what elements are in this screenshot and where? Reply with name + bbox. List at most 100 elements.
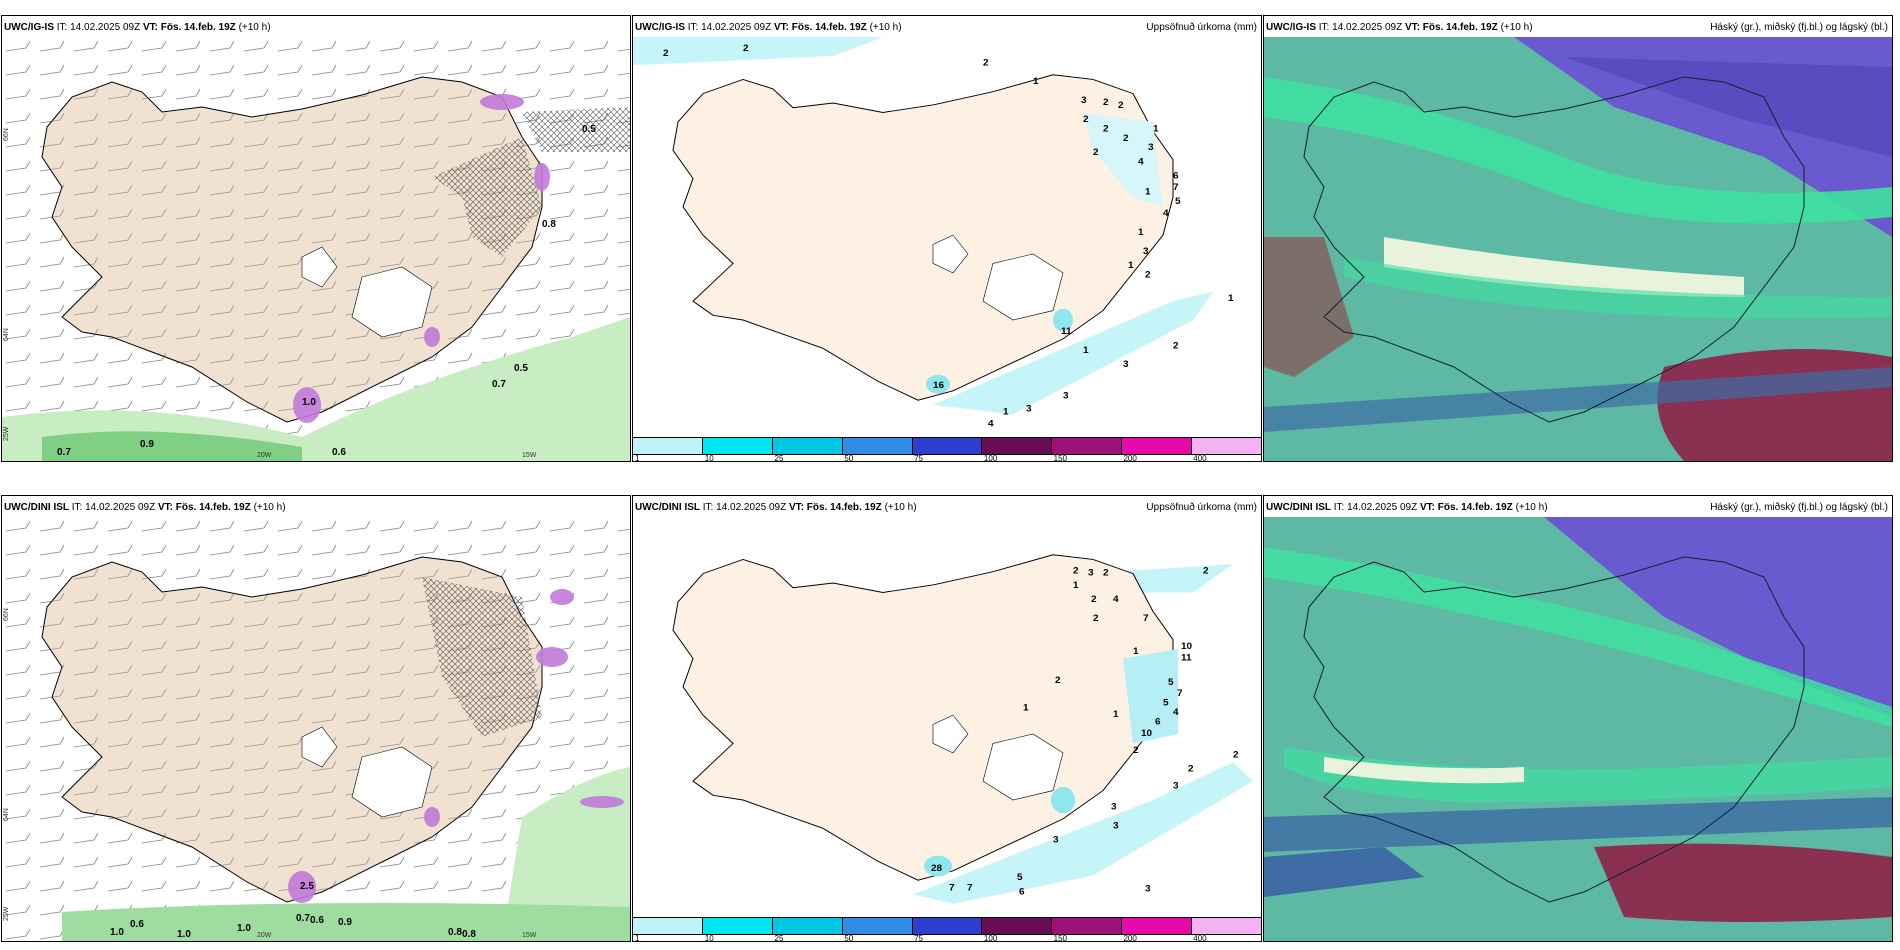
colorbar-label: 75 [914, 934, 924, 942]
colorbar-cell [1192, 438, 1261, 454]
precip-values: 2 2 2 1 3 2 2 2 2 2 2 1 3 4 6 7 5 4 1 1 … [663, 43, 1234, 429]
svg-text:3: 3 [1123, 359, 1129, 370]
wind-value: 1.0 [302, 397, 316, 408]
green-wind-band [62, 903, 630, 941]
lat-label: 64N [3, 808, 10, 821]
colorbar-cell [633, 918, 703, 934]
cloud-map [1264, 517, 1892, 941]
wind-value: 0.6 [130, 919, 144, 930]
colorbar-cell [842, 918, 913, 934]
colorbar-cell [1192, 918, 1261, 934]
wind-value: 0.7 [492, 379, 506, 390]
wind-value: 0.7 [57, 447, 71, 458]
colorbar-label: 1 [635, 934, 640, 942]
colorbar-label: 100 [983, 454, 998, 462]
wind-value: 0.6 [332, 447, 346, 458]
svg-text:28: 28 [931, 863, 943, 874]
colorbar-label: 25 [774, 934, 784, 942]
panel-title: Háský (gr.), miðský (fj.bl.) og lágský (… [1710, 22, 1888, 33]
magenta-cell [288, 871, 316, 903]
svg-text:4: 4 [988, 419, 994, 430]
svg-text:1: 1 [1003, 407, 1009, 418]
panel-dini-wind-bottom: UWC/DINI ISL IT: 14.02.2025 09Z VT: Fös.… [1, 495, 631, 942]
svg-text:7: 7 [949, 883, 955, 894]
lat-label: 25W [3, 906, 10, 921]
svg-text:5: 5 [1163, 698, 1169, 709]
svg-text:3: 3 [1053, 835, 1059, 846]
wind-value: 0.9 [140, 439, 154, 450]
panel-ig-wind-top: UWC/IG-IS IT: 14.02.2025 09Z VT: Fös. 14… [1, 15, 631, 462]
lat-label: 64N [3, 328, 10, 341]
svg-text:2: 2 [1083, 114, 1089, 125]
svg-text:1: 1 [1033, 76, 1039, 87]
colorbar-label: 10 [704, 934, 714, 942]
svg-text:1: 1 [1133, 646, 1139, 657]
svg-text:3: 3 [1173, 781, 1179, 792]
colorbar-cell [842, 438, 913, 454]
high-cloud-band [1264, 547, 1892, 727]
lon-label: 15W [522, 932, 537, 939]
precip-colorbar: 1 10 25 50 75 100 150 200 400 [633, 437, 1261, 461]
svg-text:3: 3 [1088, 568, 1094, 579]
colorbar-label: 10 [704, 454, 714, 462]
colorbar-label: 400 [1193, 454, 1207, 462]
wind-value: 0.5 [582, 124, 596, 135]
svg-text:2: 2 [1055, 675, 1061, 686]
wind-value: 0.8 [448, 927, 462, 938]
lon-label: 15W [522, 452, 537, 459]
colorbar-label: 100 [983, 934, 998, 942]
colorbar-cell [1122, 438, 1193, 454]
svg-text:1: 1 [1113, 709, 1119, 720]
hatched-area [422, 577, 542, 737]
svg-text:2: 2 [1103, 97, 1109, 108]
wind-value: 2.5 [300, 881, 314, 892]
colorbar-label: 200 [1123, 934, 1137, 942]
magenta-cell [293, 387, 321, 423]
colorbar-cell [912, 438, 983, 454]
svg-text:10: 10 [1181, 641, 1192, 652]
svg-text:4: 4 [1163, 208, 1169, 219]
svg-text:4: 4 [1138, 157, 1144, 168]
panel-title: Uppsöfnuð úrkoma (mm) [1146, 22, 1257, 33]
colorbar-label: 400 [1193, 934, 1207, 942]
colorbar-cell [982, 918, 1053, 934]
panel-header: UWC/DINI ISL IT: 14.02.2025 09Z VT: Fös.… [635, 502, 917, 513]
colorbar-cell [702, 438, 773, 454]
colorbar-cell [772, 438, 843, 454]
red-cloud-area [1657, 349, 1892, 461]
colorbar-label: 150 [1053, 454, 1068, 462]
svg-text:3: 3 [1111, 802, 1117, 813]
svg-text:4: 4 [1173, 707, 1179, 718]
colorbar-cell [912, 918, 983, 934]
panel-header: UWC/DINI ISL IT: 14.02.2025 09Z VT: Fös.… [4, 502, 286, 513]
wind-value: 1.0 [110, 927, 124, 938]
svg-text:5: 5 [1017, 872, 1023, 883]
precip-band [933, 291, 1213, 415]
svg-text:2: 2 [983, 58, 989, 69]
svg-text:6: 6 [1173, 171, 1179, 182]
svg-text:3: 3 [1063, 391, 1069, 402]
precip-map: 2 2 2 1 3 2 2 2 2 2 2 1 3 4 6 7 5 4 1 1 … [633, 37, 1234, 430]
precip-band [913, 762, 1253, 904]
svg-text:3: 3 [1148, 142, 1154, 153]
colorbar-label: 25 [774, 454, 784, 462]
svg-text:7: 7 [1177, 688, 1183, 699]
svg-text:3: 3 [1026, 404, 1032, 415]
svg-text:2: 2 [1118, 100, 1124, 111]
hatched-area [432, 137, 542, 257]
iceland-outline [672, 554, 1174, 881]
svg-text:7: 7 [967, 883, 973, 894]
svg-text:7: 7 [1173, 182, 1179, 193]
lat-label: 66N [3, 608, 10, 621]
svg-text:11: 11 [1181, 653, 1192, 664]
svg-text:2: 2 [1093, 613, 1099, 624]
panel-header: UWC/IG-IS IT: 14.02.2025 09Z VT: Fös. 14… [4, 22, 271, 33]
svg-text:2: 2 [1103, 124, 1109, 135]
svg-text:3: 3 [1113, 821, 1119, 832]
lat-label: 66N [3, 128, 10, 141]
colorbar-cell [702, 918, 773, 934]
svg-text:2: 2 [1188, 764, 1194, 775]
svg-text:1: 1 [1073, 580, 1079, 591]
lon-label: 20W [257, 452, 272, 459]
colorbar-cell [1052, 918, 1123, 934]
